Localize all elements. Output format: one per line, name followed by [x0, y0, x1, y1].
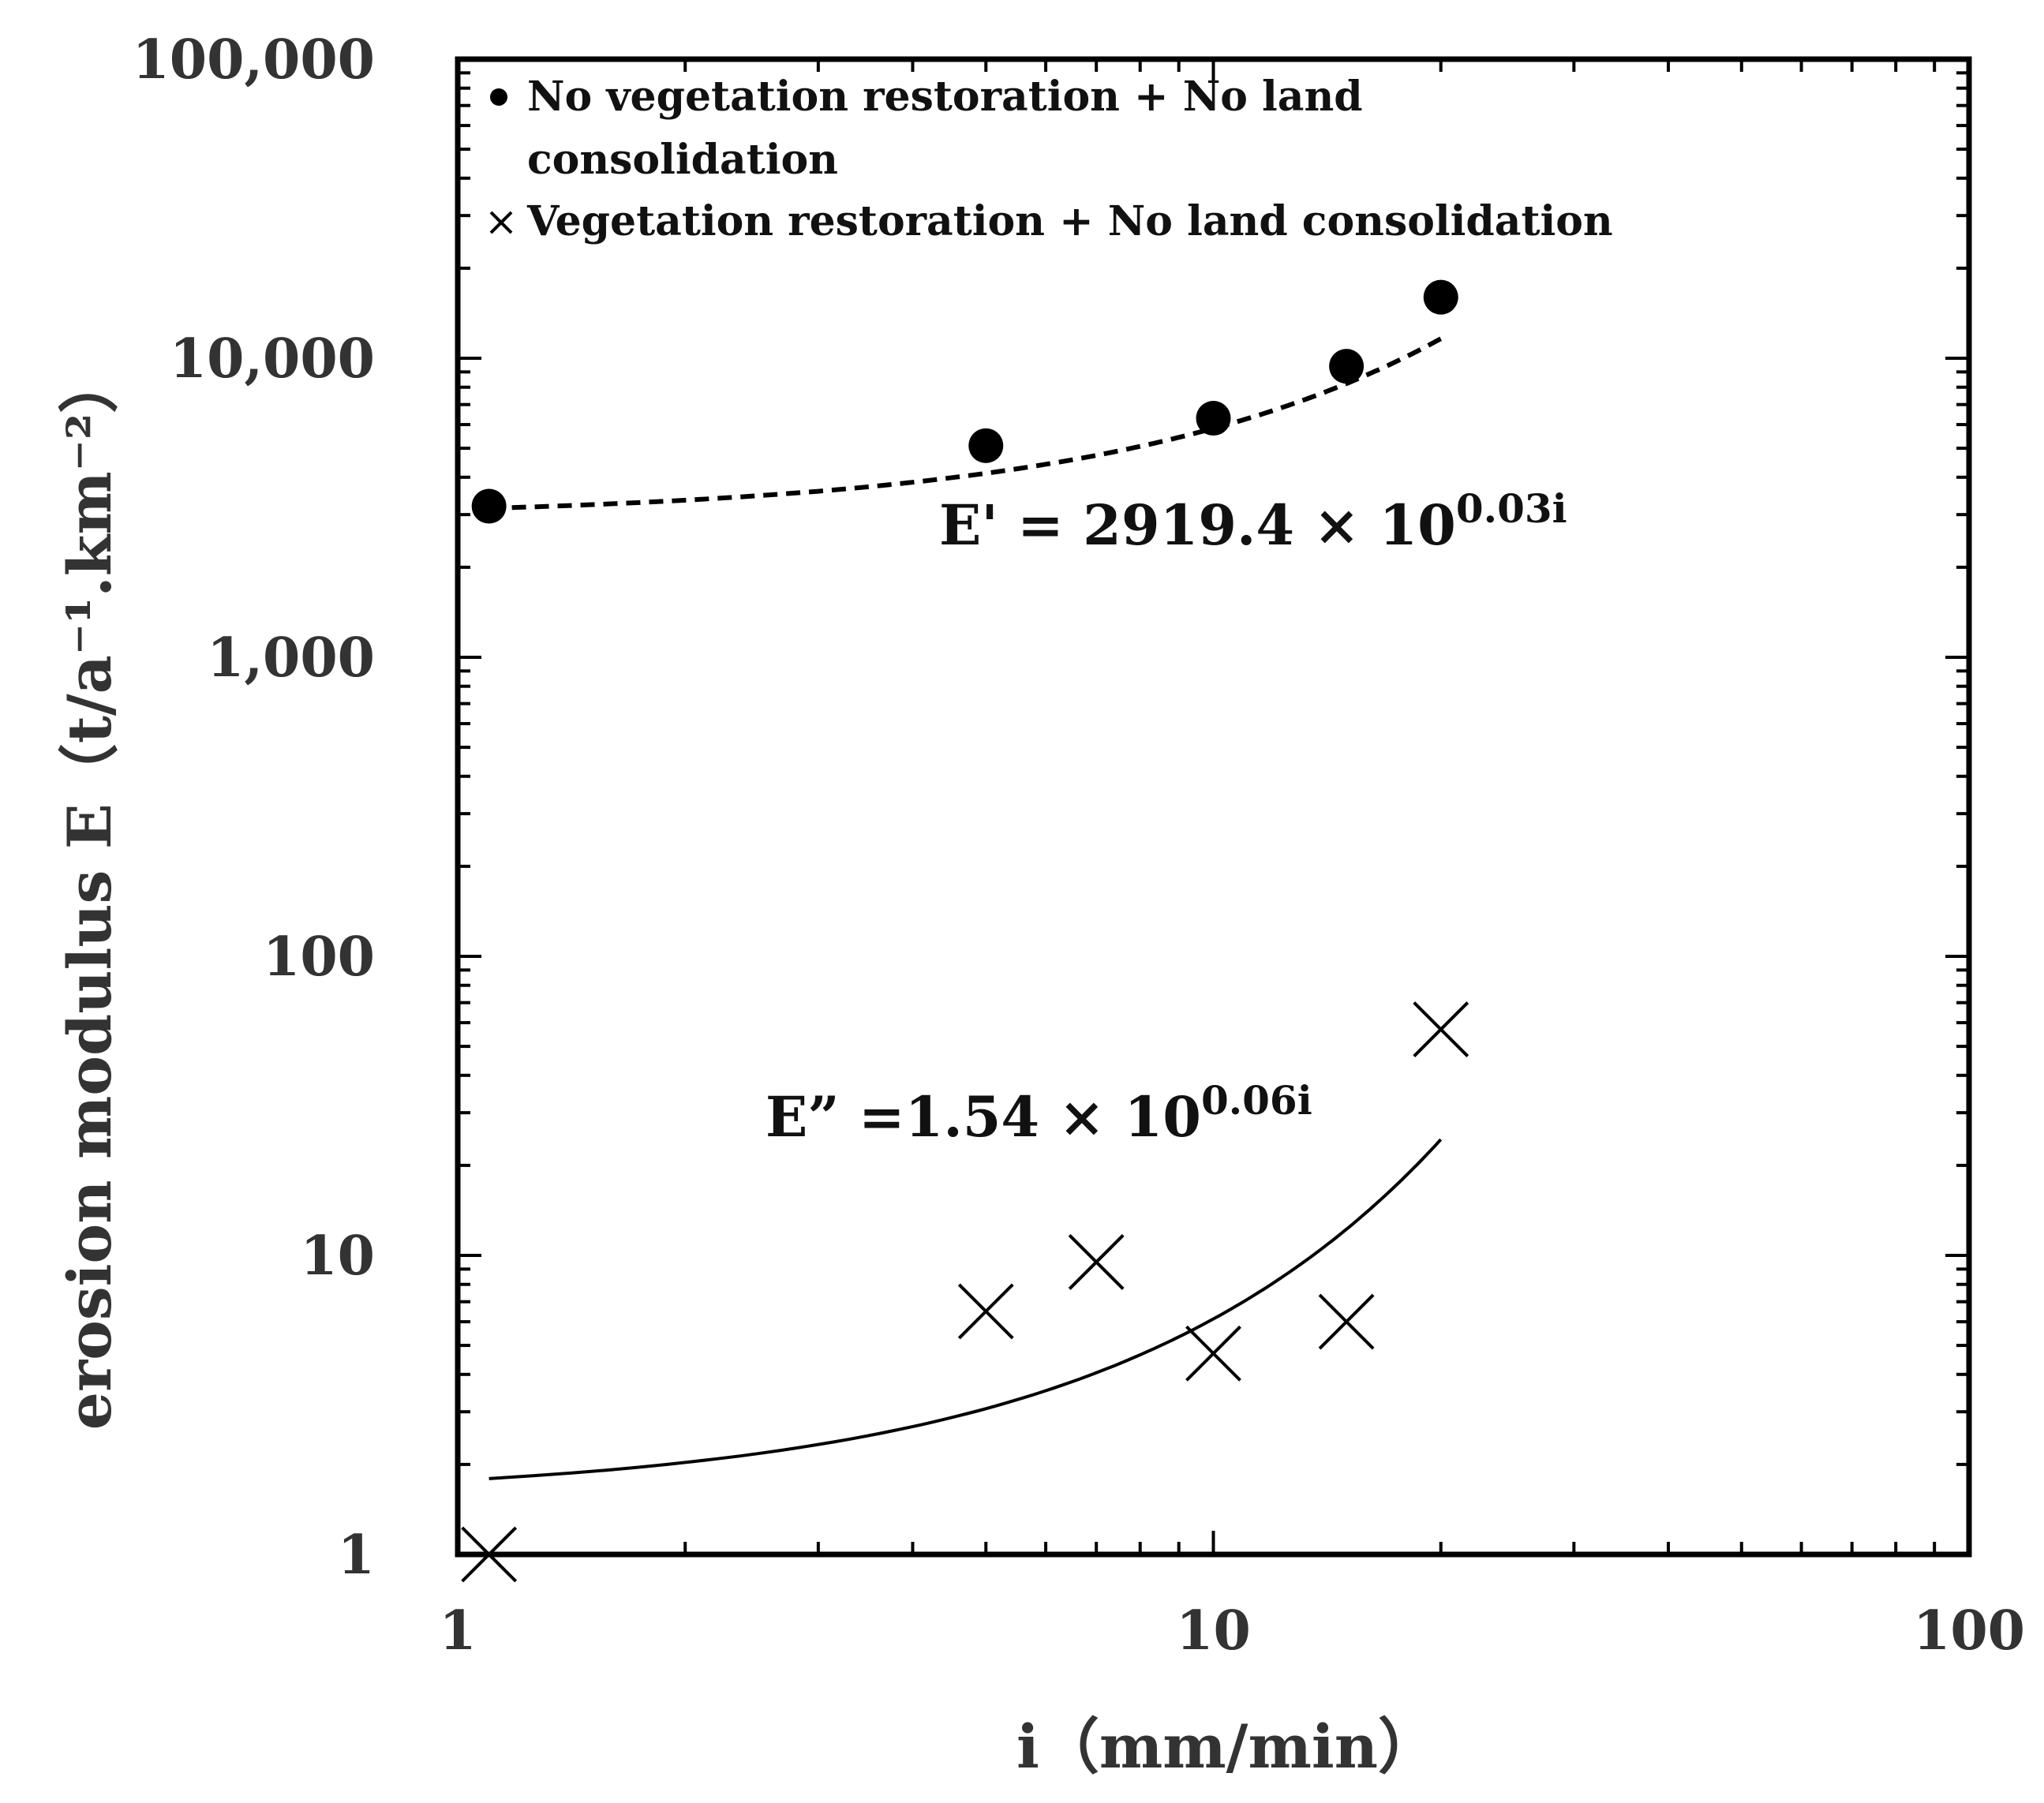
- legend: No vegetation restoration + No land cons…: [489, 73, 1613, 245]
- legend-label-series-2: Vegetation restoration + No land consoli…: [526, 197, 1613, 245]
- y-tick-label: 100,000: [132, 28, 375, 92]
- legend-x-marker: [489, 211, 513, 234]
- y-tick-label: 10: [300, 1225, 375, 1288]
- x-tick-label: 10: [1176, 1599, 1251, 1663]
- data-point-circle: [1329, 349, 1365, 384]
- y-tick-label: 100: [263, 926, 375, 989]
- legend-circle-marker: [490, 88, 507, 106]
- fit-equation-2: E” =1.54 × 100.06i: [766, 1077, 1312, 1150]
- plot-area-frame: [455, 56, 1972, 1558]
- fit-curve-no-vegetation: [489, 336, 1443, 511]
- legend-label-series-1-line-2: consolidation: [527, 136, 838, 184]
- fit-equation-1: E' = 2919.4 × 100.03i: [939, 485, 1567, 558]
- data-point-circle: [968, 428, 1004, 463]
- axis-tick-labels: 1 10 100 1,000 10,000 100,000 1 10 100: [132, 28, 2025, 1663]
- data-point-x: [1068, 1234, 1125, 1290]
- data-point-circle: [471, 488, 507, 524]
- x-tick-label: 1: [439, 1599, 476, 1663]
- x-tick-label: 100: [1913, 1599, 2025, 1663]
- data-point-x: [1318, 1293, 1375, 1350]
- data-point-circle: [1423, 279, 1458, 315]
- data-point-x: [461, 1526, 518, 1583]
- legend-label-series-1-line-1: No vegetation restoration + No land: [527, 73, 1363, 121]
- x-axis-title: i（mm/min）: [1016, 1711, 1438, 1782]
- data-point-x: [1185, 1325, 1241, 1382]
- y-tick-label: 1: [338, 1524, 375, 1587]
- y-tick-label: 1,000: [207, 627, 375, 690]
- data-point-x: [957, 1283, 1014, 1340]
- y-axis-title: erosion modulus E（t/a⁻¹.km⁻²）: [54, 353, 125, 1430]
- data-point-circle: [1196, 401, 1231, 436]
- axis-ticks: [456, 58, 1971, 1556]
- data-markers: [461, 279, 1469, 1583]
- data-point-x: [1413, 1001, 1469, 1057]
- y-tick-label: 10,000: [170, 327, 375, 391]
- fit-curve-vegetation: [489, 1138, 1443, 1480]
